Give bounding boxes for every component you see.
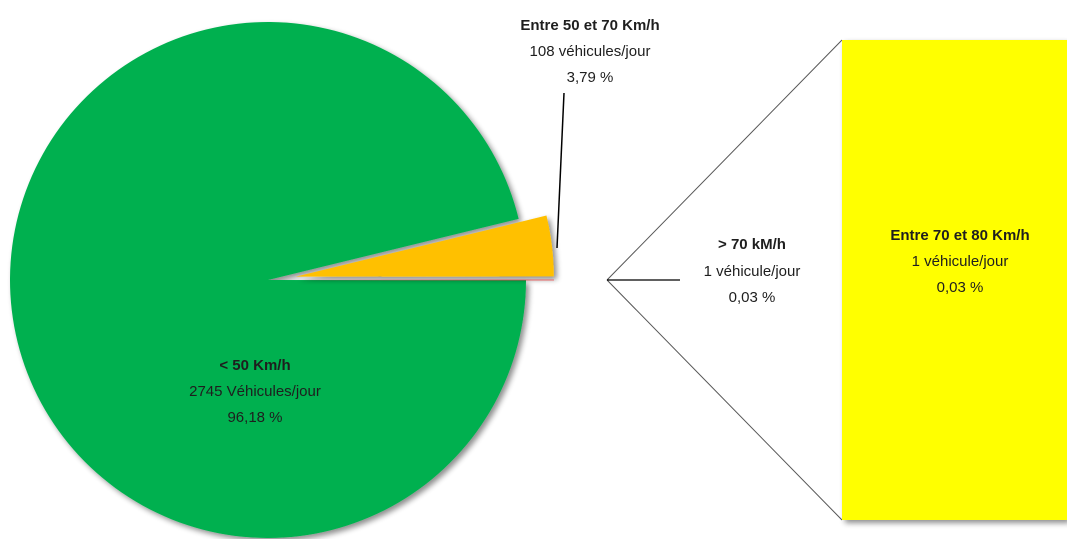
pie-slice-50-km-h <box>9 21 526 538</box>
label-50-70: Entre 50 et 70 Km/h 108 véhicules/jour 3… <box>520 17 659 86</box>
label-70-80-vehicles: 1 véhicule/jour <box>912 253 1009 270</box>
breakdown-bar <box>842 40 1067 520</box>
label-70-80-name: Entre 70 et 80 Km/h <box>890 227 1029 244</box>
label-70-80-percent: 0,03 % <box>937 279 984 296</box>
label-over-70: > 70 kM/h 1 véhicule/jour 0,03 % <box>704 236 801 306</box>
connector-line-top <box>606 39 843 281</box>
label-under-50-name: < 50 Km/h <box>219 357 290 374</box>
connector-line-bottom <box>606 279 843 521</box>
label-over-70-vehicles: 1 véhicule/jour <box>704 263 801 280</box>
label-50-70-percent: 3,79 % <box>567 69 614 86</box>
leader-line-50-70 <box>556 92 565 249</box>
label-under-50-percent: 96,18 % <box>227 409 282 426</box>
pie <box>9 21 554 538</box>
label-50-70-name: Entre 50 et 70 Km/h <box>520 17 659 34</box>
label-under-50-vehicles: 2745 Véhicules/jour <box>189 383 321 400</box>
label-50-70-vehicles: 108 véhicules/jour <box>530 43 651 60</box>
label-over-70-percent: 0,03 % <box>729 289 776 306</box>
label-over-70-name: > 70 kM/h <box>718 236 786 253</box>
label-under-50: < 50 Km/h 2745 Véhicules/jour 96,18 % <box>189 357 321 426</box>
label-70-80: Entre 70 et 80 Km/h 1 véhicule/jour 0,03… <box>890 227 1029 296</box>
pie-slice-entre-50-et-70-km-h <box>295 215 554 277</box>
